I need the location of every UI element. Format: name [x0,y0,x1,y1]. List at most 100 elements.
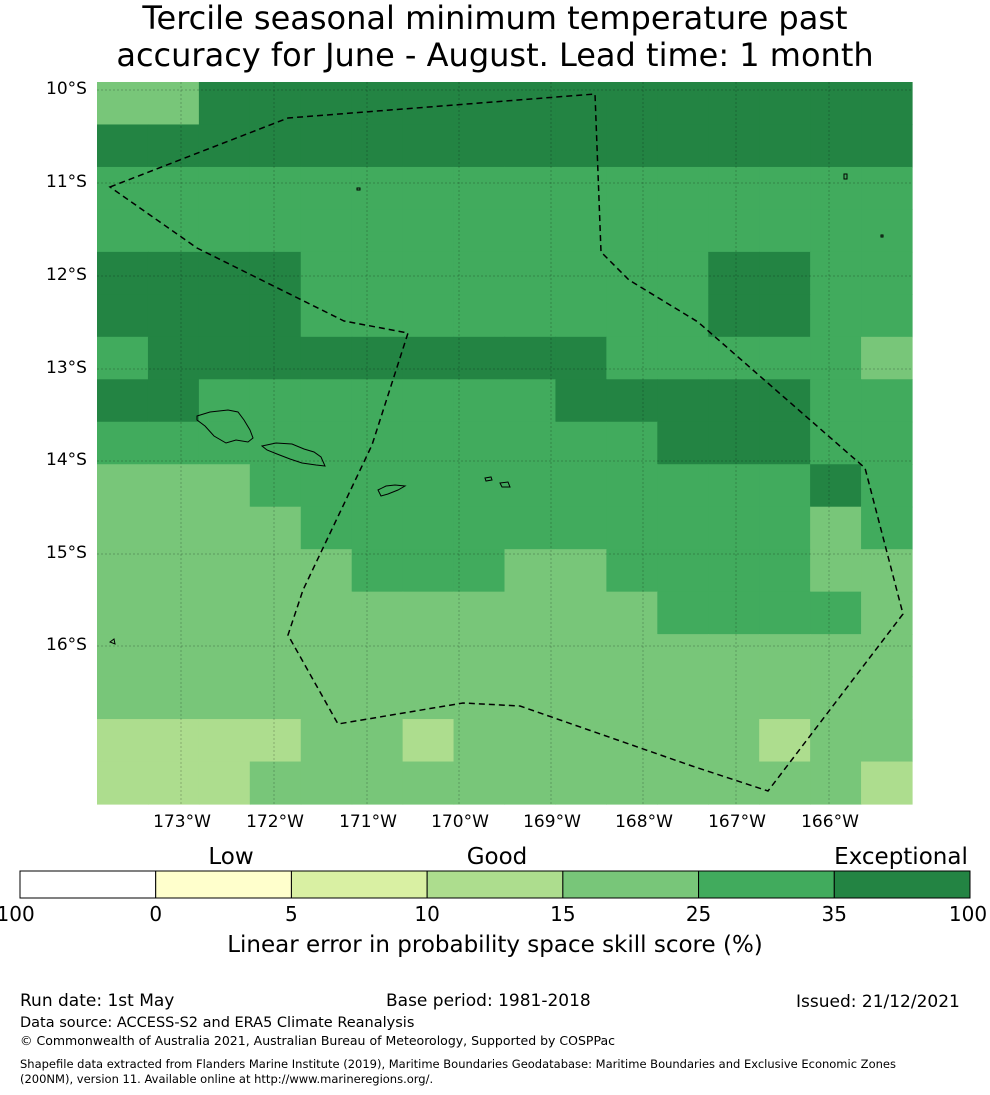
colorbar-tick-label: 25 [685,902,712,926]
grid-cell [708,336,760,380]
grid-cell [249,719,302,763]
grid-cell [555,336,607,380]
grid-cell [402,634,455,678]
grid-cell [606,209,658,253]
grid-cell [606,591,658,635]
grid-cell [861,591,913,635]
grid-cell [351,379,404,423]
grid-cell [198,676,251,720]
grid-cell [606,719,658,763]
colorbar-segment [426,870,564,899]
colorbar-tick-label: 0 [149,902,163,926]
colorbar-segment [833,870,971,899]
grid-cell [147,761,200,805]
grid-cell [606,464,658,508]
grid-cell [147,676,200,720]
copyright: © Commonwealth of Australia 2021, Austra… [20,1033,615,1048]
grid-cell [198,82,251,126]
colorbar-segment [155,870,292,899]
grid-cell [351,761,404,805]
grid-cell [657,719,709,763]
grid-cell [555,549,607,593]
grid-cell [759,82,811,126]
grid-cell [147,251,200,295]
longitude-label: 168°W [615,812,673,832]
grid-cell [402,124,455,168]
grid-cell [198,209,251,253]
grid-cell [351,251,404,295]
shapefile-credit-line-1: Shapefile data extracted from Flanders M… [20,1057,896,1071]
grid-cell [606,506,658,550]
grid-cell [504,336,557,380]
grid-cell [708,379,760,423]
island-manua [499,481,511,488]
grid-cell [351,506,404,550]
grid-cell [861,761,913,805]
grid-cell [555,209,607,253]
grid-cell [810,82,862,126]
grid-cell [249,676,302,720]
grid-cell [555,634,607,678]
grid-cell [708,634,760,678]
grid-cell [759,294,811,338]
colorbar-segment [19,870,157,899]
longitude-label: 171°W [339,812,397,832]
issued-date: Issued: 21/12/2021 [796,992,960,1012]
grid-cell [249,294,302,338]
grid-cell [606,421,658,465]
grid-cell [657,634,709,678]
grid-cell [810,124,862,168]
colorbar-category-low: Low [208,844,254,870]
grid-cell [402,421,455,465]
grid-cell [504,761,557,805]
grid-cell [810,336,862,380]
grid-cell [759,124,811,168]
grid-cell [147,124,200,168]
grid-cell [759,166,811,211]
grid-cell [657,124,709,168]
grid-cell [861,209,913,253]
grid-cell [606,676,658,720]
grid-cell [504,294,557,338]
grid-cell [402,166,455,211]
grid-cell [300,591,353,635]
islet-east [843,173,848,180]
grid-cell [97,421,149,465]
grid-cell [810,549,862,593]
grid-cell [97,166,149,211]
grid-cell [97,591,149,635]
grid-cell [555,591,607,635]
grid-cell [708,464,760,508]
colorbar-tick-label: -100 [0,902,35,926]
grid-cell [198,251,251,295]
grid-cell [759,676,811,720]
grid-cell [198,166,251,211]
latitude-label: 12°S [46,265,87,285]
grid-cell [861,676,913,720]
latitude-label: 14°S [46,450,87,470]
grid-cell [147,591,200,635]
grid-cell [708,591,760,635]
grid-cell [555,719,607,763]
grid-cell [402,464,455,508]
grid-cell [657,421,709,465]
grid-cell [504,506,557,550]
latitude-label: 15°S [46,543,87,563]
grid-cell [861,549,913,593]
grid-cell [453,676,506,720]
grid-cell [97,719,149,763]
grid-cell [351,421,404,465]
grid-cell [504,209,557,253]
grid-cell [759,251,811,295]
grid-cell [606,124,658,168]
skill-grid [97,82,913,805]
grid-cell [351,719,404,763]
grid-cell [555,379,607,423]
grid-cell [861,634,913,678]
grid-cell [657,379,709,423]
grid-cell [555,124,607,168]
grid-cell [810,506,862,550]
grid-cell [402,379,455,423]
colorbar-title: Linear error in probability space skill … [227,932,763,958]
islet-west [108,638,116,645]
